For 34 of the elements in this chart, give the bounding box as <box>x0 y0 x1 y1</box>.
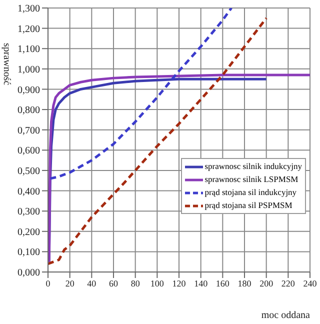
line-series <box>48 74 310 264</box>
legend-label: prąd stojana sil indukcyjny <box>204 186 297 199</box>
x-tick-label: 80 <box>130 278 140 288</box>
x-tick-label: 180 <box>238 278 252 288</box>
x-tick-label: 140 <box>194 278 208 288</box>
y-tick-label: 0,000 <box>18 268 40 279</box>
x-tick-label: 20 <box>65 278 75 288</box>
x-tick-label: 100 <box>150 278 164 288</box>
legend-label: sprawnosc silnik indukcyjny <box>204 160 302 173</box>
y-tick-label: 0,400 <box>18 186 40 198</box>
y-tick-label: 1,100 <box>18 44 40 56</box>
x-tick-label: 220 <box>281 278 296 288</box>
y-tick-label: 0,600 <box>18 146 40 157</box>
x-tick-label: 120 <box>172 278 186 288</box>
y-tick-label: 0,800 <box>18 105 40 116</box>
x-tick-label: 40 <box>87 278 97 288</box>
y-tick-label: 1,200 <box>18 24 40 35</box>
x-tick-label: 160 <box>216 278 230 288</box>
y-tick-label: 0,200 <box>18 226 40 238</box>
y-tick-label: 0,500 <box>18 166 40 178</box>
y-tick-label: 0,700 <box>18 125 40 136</box>
y-axis-title: sprawność <box>0 43 12 86</box>
legend-label: sprawnosc silnik LSPMSM <box>204 173 298 186</box>
y-tick-label: 0,100 <box>18 247 40 258</box>
x-tick-label: 0 <box>46 278 51 288</box>
y-tick-label: 1,300 <box>18 4 40 15</box>
x-tick-label: 60 <box>109 278 118 288</box>
y-tick-label: 0,300 <box>18 206 40 218</box>
y-tick-label: 0,900 <box>18 84 40 96</box>
x-axis-title: moc oddana <box>261 310 311 321</box>
y-tick-label: 1,000 <box>18 64 40 76</box>
x-tick-label: 240 <box>303 278 318 288</box>
legend-label: prąd stojana sil PSPMSM <box>204 199 292 212</box>
x-tick-label: 200 <box>260 278 274 288</box>
